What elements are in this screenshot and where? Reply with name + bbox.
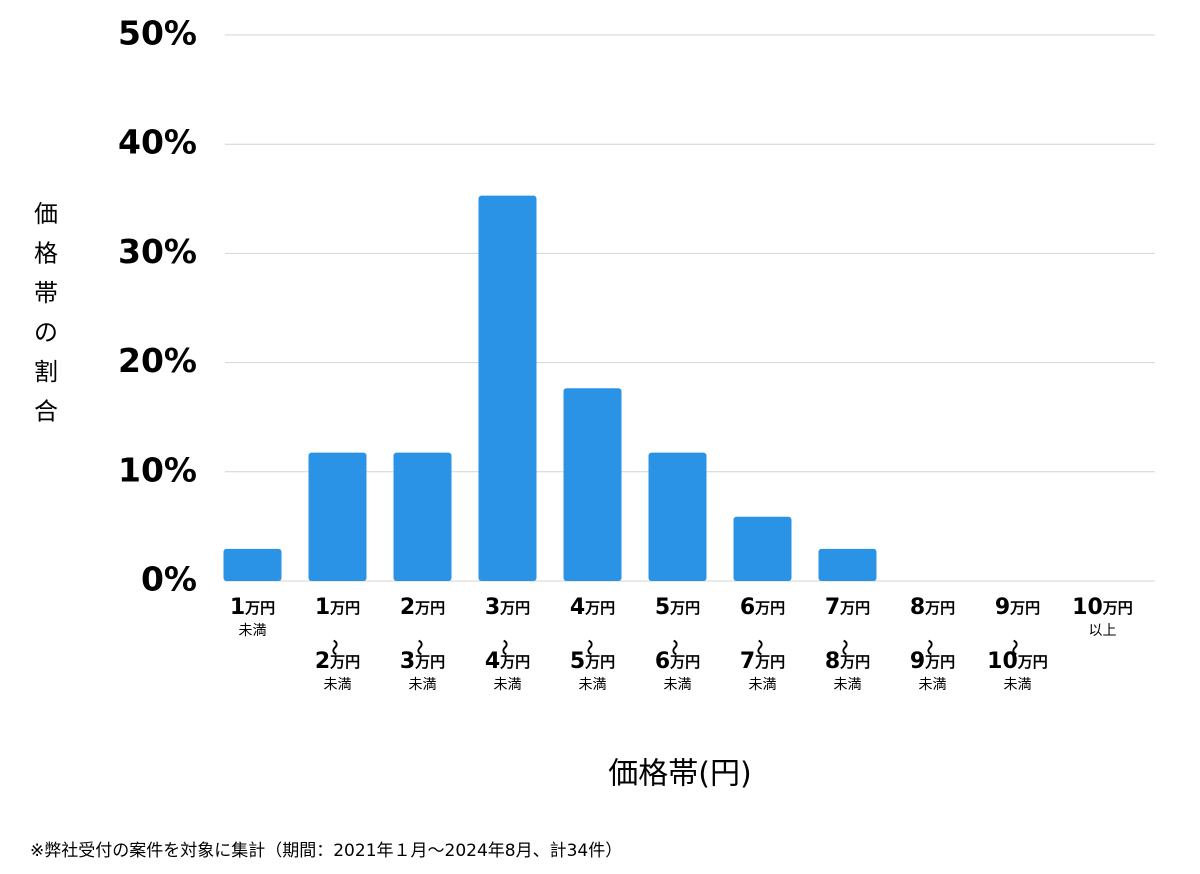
x-tick-label: 1万円〜 2万円未満 [315, 595, 360, 693]
x-tick-label: 9万円〜 10万円未満 [987, 595, 1048, 693]
x-tick-label: 4万円〜 5万円未満 [570, 595, 615, 693]
x-axis-label: 価格帯(円) [608, 757, 751, 792]
y-tick-label: 10% [118, 450, 197, 489]
bar [733, 516, 792, 581]
x-tick-label: 10万円以上 [1072, 595, 1133, 639]
y-tick-label: 40% [118, 123, 197, 162]
x-tick-label: 7万円〜 8万円未満 [825, 595, 870, 693]
x-tick-label: 6万円〜 7万円未満 [740, 595, 785, 693]
bar [223, 548, 282, 581]
footnote: ※弊社受付の案件を対象に集計（期間：2021年１月～2024年8月、計34件） [30, 841, 622, 861]
bar [308, 452, 367, 581]
y-tick-label: 30% [118, 232, 197, 271]
bar [818, 548, 877, 581]
x-tick-label: 8万円〜 9万円未満 [910, 595, 955, 693]
bar [393, 452, 452, 581]
x-tick-label: 5万円〜 6万円未満 [655, 595, 700, 693]
bar [478, 195, 537, 582]
x-tick-label: 1万円未満 [230, 595, 275, 639]
bar [648, 452, 707, 581]
bar [563, 388, 622, 581]
y-tick-label: 0% [141, 560, 197, 599]
y-tick-label: 50% [118, 14, 197, 53]
y-tick-label: 20% [118, 341, 197, 380]
y-axis-label: 価格帯の割合 [34, 200, 58, 426]
x-tick-label: 2万円〜 3万円未満 [400, 595, 445, 693]
x-tick-label: 3万円〜 4万円未満 [485, 595, 530, 693]
